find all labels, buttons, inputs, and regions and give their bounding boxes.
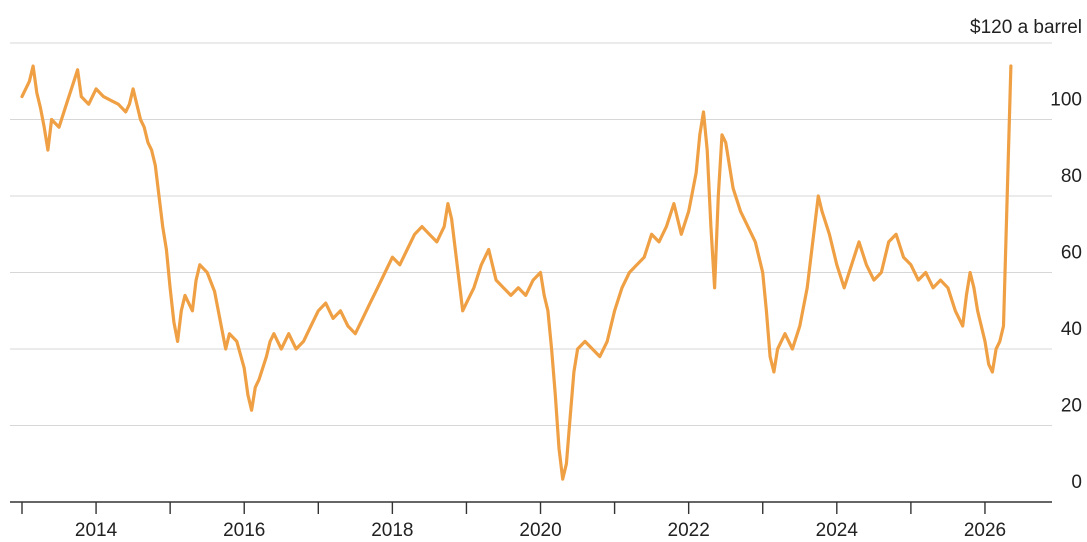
x-tick-label-2024: 2024 xyxy=(816,520,859,541)
y-tick-label-40: 40 xyxy=(1061,319,1082,340)
x-tick-label-2014: 2014 xyxy=(75,520,118,541)
y-tick-label-120: $120 a barrel xyxy=(970,17,1082,38)
y-tick-label-0: 0 xyxy=(1071,472,1082,493)
y-tick-label-60: 60 xyxy=(1061,243,1082,264)
x-tick-label-2026: 2026 xyxy=(964,520,1006,541)
y-tick-label-20: 20 xyxy=(1061,396,1082,417)
x-axis: 2014 2016 2018 2020 2022 2024 2026 xyxy=(10,501,1052,541)
x-tick-label-2018: 2018 xyxy=(371,520,413,541)
x-tick-label-2020: 2020 xyxy=(519,520,561,541)
grid-lines xyxy=(10,42,1052,426)
series-line-0 xyxy=(20,64,1013,481)
y-axis-labels: 0 20 40 60 80 100 $120 a barrel xyxy=(970,17,1082,493)
x-tick-label-2022: 2022 xyxy=(668,520,710,541)
y-tick-label-80: 80 xyxy=(1061,166,1082,187)
series-group xyxy=(20,64,1013,481)
x-tick-label-2016: 2016 xyxy=(223,520,265,541)
y-tick-label-100: 100 xyxy=(1050,90,1082,111)
